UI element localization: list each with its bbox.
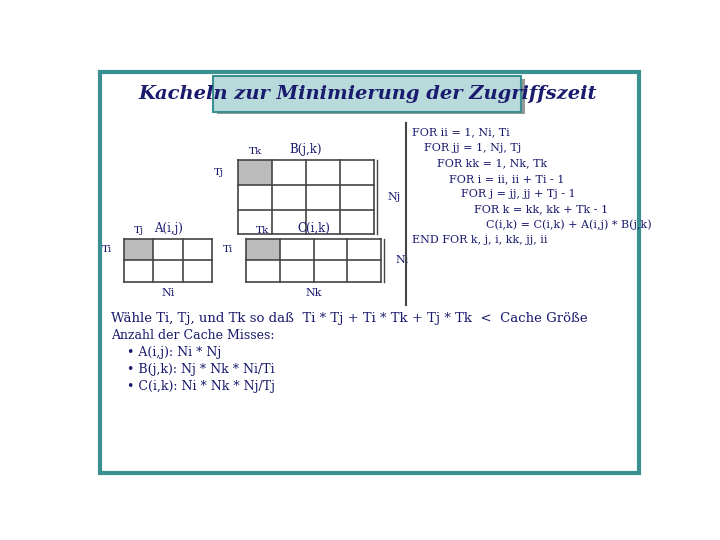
Bar: [238, 160, 272, 185]
Text: Tk: Tk: [248, 147, 261, 157]
Text: FOR ii = 1, Ni, Ti: FOR ii = 1, Ni, Ti: [412, 127, 510, 138]
Text: Tj: Tj: [134, 226, 144, 235]
Bar: [124, 239, 153, 260]
Text: A(i,j): A(i,j): [153, 221, 182, 234]
Bar: [246, 239, 279, 260]
Text: • B(j,k): Nj * Nk * Ni/Ti: • B(j,k): Nj * Nk * Ni/Ti: [111, 363, 274, 376]
Text: Tj: Tj: [214, 168, 224, 177]
Text: • A(i,j): Ni * Nj: • A(i,j): Ni * Nj: [111, 346, 221, 359]
Text: Ni: Ni: [161, 288, 175, 298]
Bar: [246, 239, 382, 282]
Text: FOR i = ii, ii + Ti - 1: FOR i = ii, ii + Ti - 1: [449, 174, 564, 184]
Text: Wähle Ti, Tj, und Tk so daß  Ti * Tj + Ti * Tk + Tj * Tk  <  Cache Größe: Wähle Ti, Tj, und Tk so daß Ti * Tj + Ti…: [111, 313, 588, 326]
Text: Ti: Ti: [223, 245, 233, 254]
Text: Anzahl der Cache Misses:: Anzahl der Cache Misses:: [111, 329, 274, 342]
Bar: [124, 239, 212, 282]
Text: FOR jj = 1, Nj, Tj: FOR jj = 1, Nj, Tj: [425, 143, 522, 153]
Text: Kacheln zur Minimierung der Zugriffszeit: Kacheln zur Minimierung der Zugriffszeit: [138, 85, 597, 103]
Text: END FOR k, j, i, kk, jj, ii: END FOR k, j, i, kk, jj, ii: [412, 235, 548, 245]
Text: FOR j = jj, jj + Tj - 1: FOR j = jj, jj + Tj - 1: [462, 189, 576, 199]
Text: Nj: Nj: [387, 192, 401, 202]
Text: C(i,k) = C(i,k) + A(i,j) * B(j,k): C(i,k) = C(i,k) + A(i,j) * B(j,k): [486, 220, 652, 230]
Bar: [213, 76, 521, 112]
Text: • C(i,k): Ni * Nk * Nj/Tj: • C(i,k): Ni * Nk * Nj/Tj: [111, 380, 275, 393]
Text: Tk: Tk: [256, 226, 269, 235]
Bar: [238, 160, 374, 234]
Text: Ti: Ti: [102, 245, 112, 254]
Text: Nk: Nk: [305, 288, 322, 298]
Text: FOR kk = 1, Nk, Tk: FOR kk = 1, Nk, Tk: [437, 158, 547, 168]
Text: B(j,k): B(j,k): [289, 143, 322, 156]
Text: Ni: Ni: [395, 255, 408, 265]
Text: C(i,k): C(i,k): [297, 221, 330, 234]
Bar: [217, 79, 525, 114]
Text: FOR k = kk, kk + Tk - 1: FOR k = kk, kk + Tk - 1: [474, 205, 608, 214]
